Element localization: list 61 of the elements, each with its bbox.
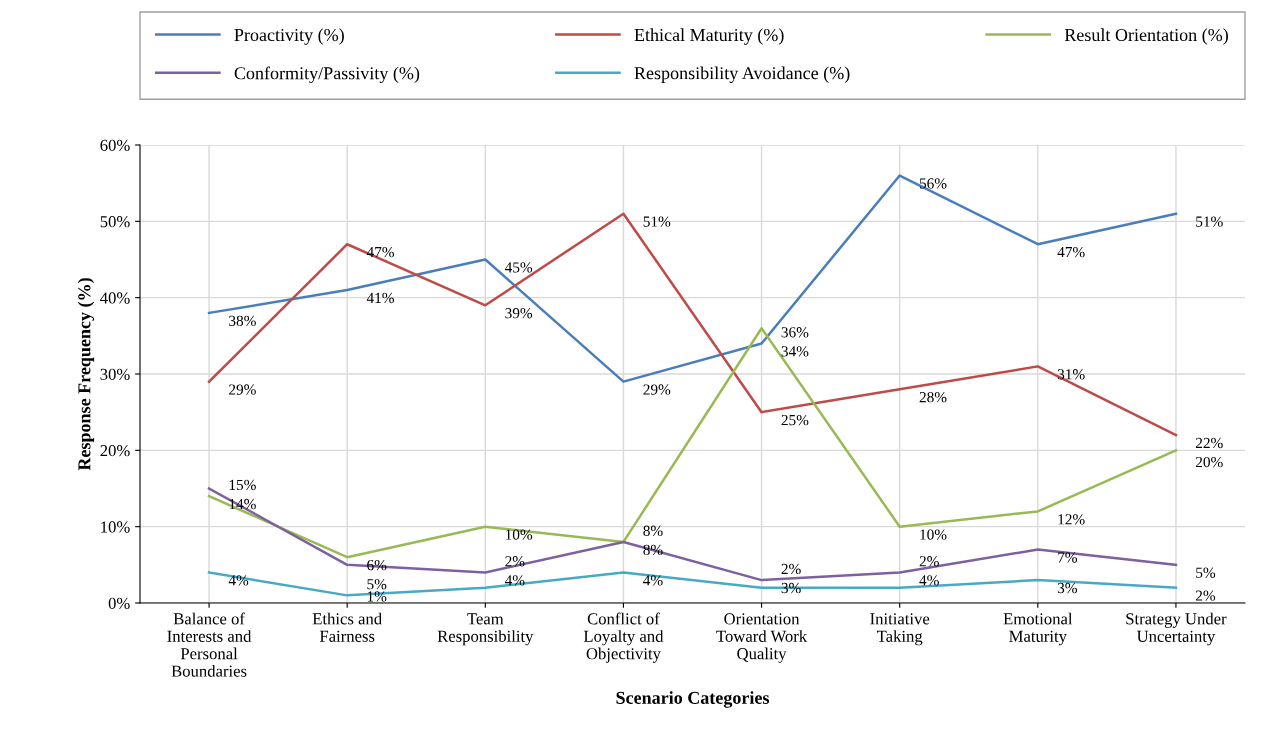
data-label: 56% [919, 178, 947, 189]
y-tick-label: 50% [100, 216, 130, 228]
data-label: 47% [1057, 246, 1085, 258]
data-label: 51% [643, 216, 671, 227]
data-label: 10% [920, 529, 947, 540]
data-label: 2% [781, 563, 801, 575]
x-tick-label: Balance of Interests and Personal Boundaries [167, 612, 252, 677]
x-tick-label: Team Responsibility [437, 613, 534, 646]
data-label: 5% [367, 579, 387, 590]
data-label: 4% [643, 575, 663, 586]
data-label: 4% [504, 575, 525, 586]
data-label: 2% [919, 556, 939, 567]
data-label: 39% [505, 308, 533, 319]
y-tick-label: 0% [108, 597, 130, 609]
data-label: 12% [1058, 514, 1085, 525]
data-label: 4% [919, 575, 939, 586]
data-label: 5% [1196, 567, 1216, 578]
x-tick-label: Emotional Maturity [1003, 612, 1073, 646]
data-label: 2% [505, 556, 525, 567]
data-label: 36% [781, 327, 809, 338]
data-label: 3% [1057, 582, 1077, 594]
line-series [207, 212, 1178, 437]
data-label: 29% [229, 384, 256, 395]
data-label: 20% [1195, 456, 1223, 468]
data-label: 10% [505, 529, 533, 540]
x-tick-label: Strategy Under Uncertainty [1126, 612, 1227, 646]
line-series [207, 174, 1178, 383]
legend-label: Result Orientation (%) [1064, 28, 1228, 45]
data-label: 28% [919, 392, 947, 403]
x-tick-label: Conflict of Loyalty and Objectivity [583, 612, 664, 663]
data-label: 22% [1195, 437, 1223, 449]
y-tick-label: 30% [100, 368, 130, 380]
data-label: 31% [1057, 369, 1085, 380]
x-axis-title: Scenario Categories [616, 691, 770, 708]
data-label: 47% [366, 246, 395, 258]
data-label: 6% [367, 559, 387, 571]
y-tick-label: 10% [101, 521, 130, 533]
data-label: 4% [228, 575, 249, 586]
data-label: 2% [1195, 590, 1216, 601]
y-axis-title: Response Frequency (%) [77, 278, 95, 471]
data-label: 51% [1196, 216, 1223, 227]
x-tick-label: Orientation Toward Work Quality [716, 613, 808, 663]
data-label: 29% [643, 384, 671, 395]
legend-label: Proactivity (%) [234, 28, 344, 45]
x-tick-label: Initiative Taking [870, 613, 930, 646]
y-tick-label: 20% [100, 445, 130, 457]
legend-label: Responsibility Avoidance (%) [634, 66, 850, 83]
legend-label: Ethical Maturity (%) [634, 28, 784, 45]
data-label: 1% [367, 591, 387, 602]
data-label: 7% [1058, 552, 1077, 563]
data-label: 41% [366, 292, 395, 304]
data-label: 38% [229, 315, 256, 327]
x-tick-label: Ethics and Fairness [312, 612, 382, 642]
data-label: 15% [229, 479, 256, 491]
y-tick-label: 40% [100, 292, 130, 304]
legend-label: Conformity/Passivity (%) [234, 66, 420, 84]
data-label: 45% [504, 262, 533, 273]
y-tick-label: 60% [100, 139, 130, 151]
data-label: 34% [781, 346, 809, 357]
data-label: 25% [781, 414, 809, 426]
data-label: 8% [643, 525, 663, 536]
